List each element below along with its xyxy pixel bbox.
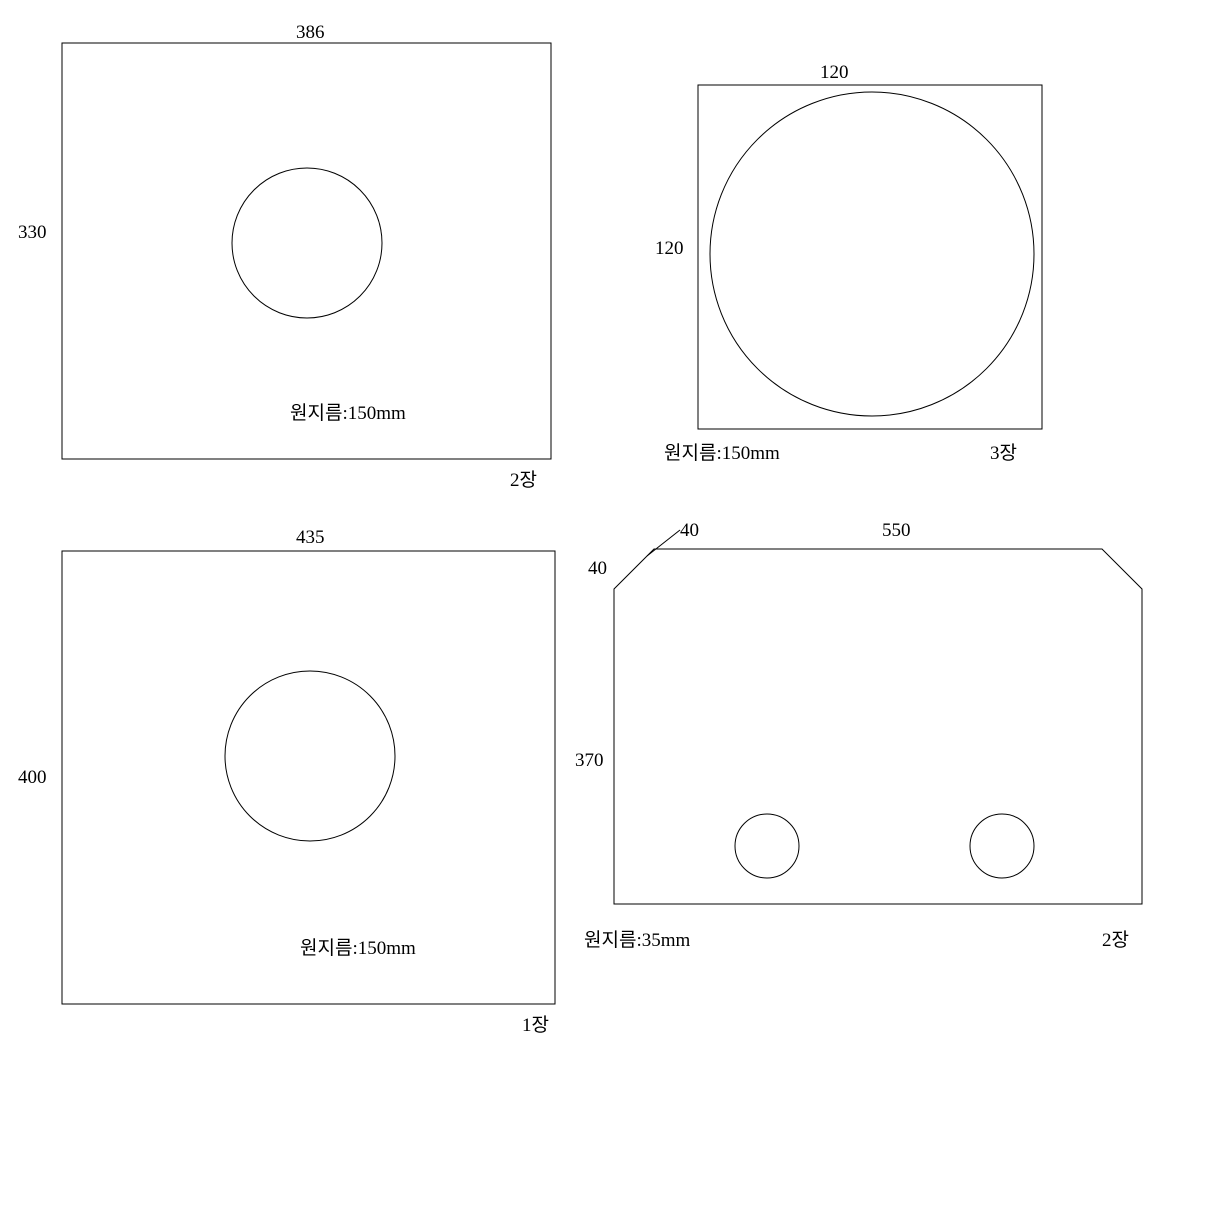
panel-bottom-right-circle-1 [735, 814, 799, 878]
panel-bottom-right-circle-2 [970, 814, 1034, 878]
bottom-right-diameter: 원지름:35mm [584, 925, 690, 952]
bottom-right-height-dim: 370 [575, 750, 604, 772]
chamfer-leader-line [647, 530, 680, 556]
panel-bottom-right-svg [0, 0, 1219, 1219]
bottom-right-chamfer-top: 40 [680, 520, 699, 542]
bottom-right-chamfer-side: 40 [588, 558, 607, 580]
bottom-right-width-dim: 550 [882, 520, 911, 542]
panel-bottom-right-polygon [614, 549, 1142, 904]
bottom-right-count: 2장 [1102, 925, 1129, 952]
